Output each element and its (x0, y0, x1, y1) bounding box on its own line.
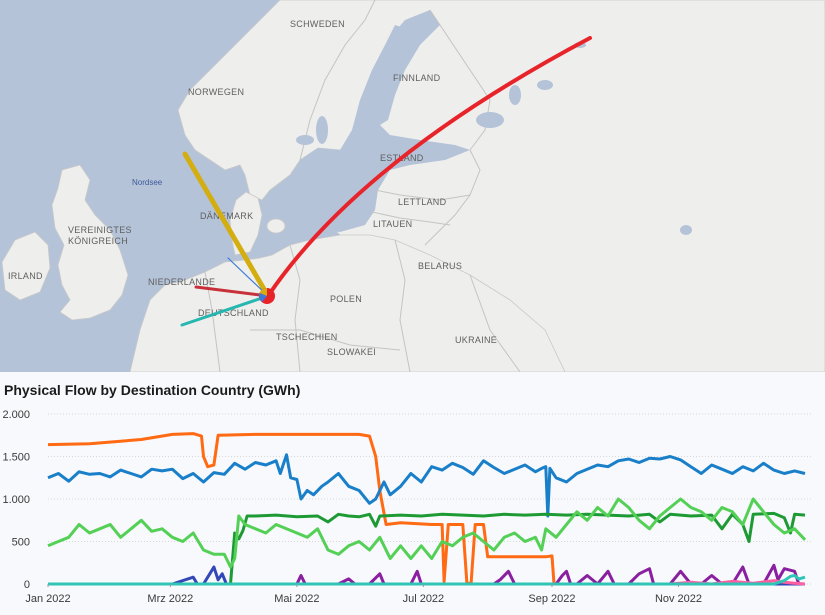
y-tick-label: 1.500 (2, 452, 30, 464)
chart-title: Physical Flow by Destination Country (GW… (4, 382, 301, 398)
x-tick-label: Mai 2022 (274, 593, 319, 605)
label-north-sea: Nordsee (132, 178, 163, 187)
hub-marker-germany[interactable] (259, 287, 275, 304)
x-tick-label: Mrz 2022 (147, 593, 193, 605)
label-uk-line1: VEREINIGTES (68, 225, 132, 235)
flow-line-belgium[interactable] (180, 294, 270, 327)
y-tick-label: 1.000 (2, 494, 30, 506)
label-poland: POLEN (330, 294, 362, 304)
flow-line-denmark[interactable] (227, 257, 269, 297)
country-borders (204, 0, 521, 372)
label-denmark: DÄNEMARK (200, 211, 253, 221)
label-ireland: IRLAND (8, 271, 43, 281)
land-continent (129, 234, 566, 372)
lakes (296, 42, 692, 235)
series-line-7[interactable] (48, 574, 806, 586)
flow-line-russia[interactable] (266, 36, 592, 298)
series-line-1[interactable] (47, 453, 806, 518)
label-ukraine: UKRAINE (455, 335, 497, 345)
series-line-0[interactable] (47, 432, 805, 586)
series-layer (47, 432, 807, 586)
y-tick-label: 500 (12, 537, 30, 549)
line-chart: 0 500 1.000 1.500 2.000 Jan 2022 Mrz 2022 Mai 2… (2, 409, 813, 605)
label-germany: DEUTSCHLAND (198, 308, 269, 318)
land-ireland (1, 231, 51, 301)
label-slovakia: SLOWAKEI (327, 347, 376, 357)
label-lithuania: LITAUEN (373, 219, 412, 229)
x-tick-label: Nov 2022 (655, 593, 702, 605)
series-line-2[interactable] (229, 511, 806, 585)
label-czechia: TSCHECHIEN (276, 332, 338, 342)
sea-baltic (296, 25, 470, 232)
map-canvas[interactable]: SCHWEDEN FINNLAND NORWEGEN Nordsee VEREI… (0, 0, 825, 372)
land-zealand (266, 218, 286, 234)
label-latvia: LETTLAND (398, 197, 447, 207)
label-uk-line2: KÖNIGREICH (68, 236, 128, 246)
label-netherlands: NIEDERLANDE (148, 277, 215, 287)
x-tick-label: Jan 2022 (25, 593, 70, 605)
label-belarus: BELARUS (418, 261, 462, 271)
land-great-britain (51, 164, 129, 321)
series-line-3[interactable] (47, 497, 807, 569)
y-tick-label: 2.000 (2, 409, 30, 421)
label-sweden: SCHWEDEN (290, 19, 345, 29)
label-finland: FINNLAND (393, 73, 441, 83)
chart-panel: 0 500 1.000 1.500 2.000 Jan 2022 Mrz 2022 Mai 2… (0, 372, 825, 615)
x-tick-label: Sep 2022 (528, 593, 575, 605)
sea-bothnia (360, 10, 440, 128)
flow-map[interactable]: SCHWEDEN FINNLAND NORWEGEN Nordsee VEREI… (0, 0, 825, 372)
axis-layer: 0 500 1.000 1.500 2.000 Jan 2022 Mrz 2022 Mai 2… (2, 409, 702, 605)
label-norway: NORWEGEN (188, 87, 244, 97)
flow-line-norway[interactable] (182, 151, 271, 299)
x-tick-label: Jul 2022 (403, 593, 445, 605)
flow-line-netherlands[interactable] (194, 285, 270, 298)
y-tick-label: 0 (24, 579, 30, 591)
